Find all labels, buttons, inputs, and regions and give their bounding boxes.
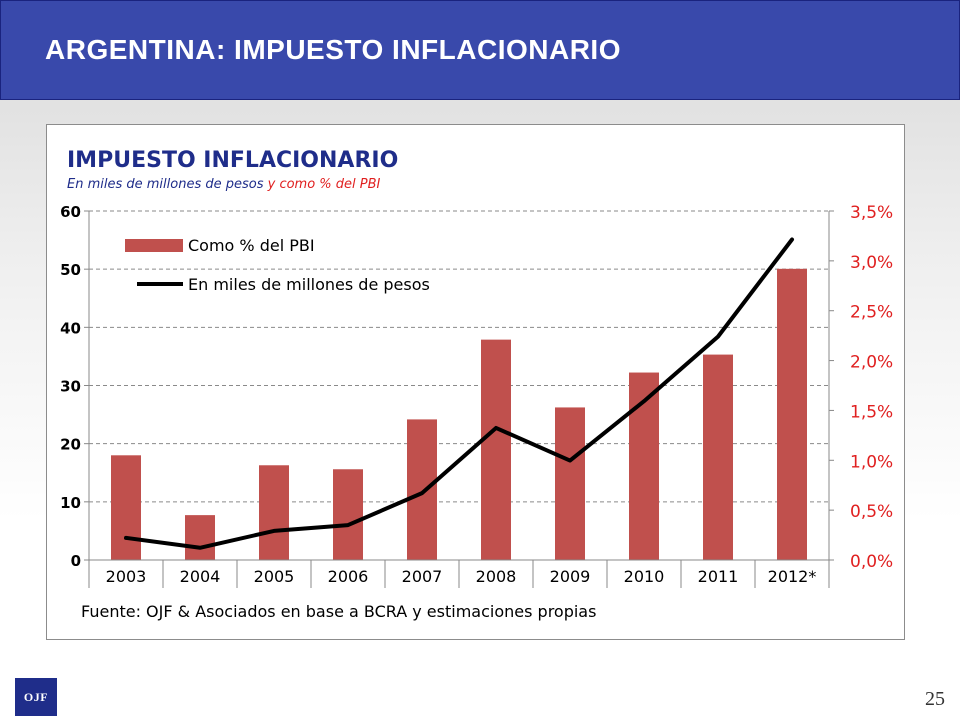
x-tick-label: 2008	[476, 567, 517, 586]
line-point	[643, 400, 645, 402]
page-number: 25	[925, 688, 945, 710]
chart-subtitle: En miles de millones de pesos y como % d…	[67, 177, 381, 192]
bar	[407, 419, 437, 560]
left-tick-label: 10	[60, 494, 81, 512]
legend: Como % del PBI En miles de millones de p…	[125, 236, 430, 294]
x-tick-label: 2006	[328, 567, 369, 586]
x-tick-label: 2010	[624, 567, 665, 586]
line-point	[791, 239, 793, 241]
right-tick-label: 3,5%	[850, 203, 893, 223]
line-point	[347, 524, 349, 526]
bar	[185, 515, 215, 560]
line-point	[495, 427, 497, 429]
right-tick-label: 0,0%	[850, 552, 893, 572]
series-line	[124, 237, 794, 550]
page-title: ARGENTINA: IMPUESTO INFLACIONARIO	[45, 34, 621, 65]
bar	[629, 372, 659, 560]
legend-bar-swatch	[125, 239, 183, 252]
left-tick-label: 60	[60, 203, 81, 221]
axes	[84, 210, 834, 588]
line-point	[717, 336, 719, 338]
right-tick-label: 1,5%	[850, 402, 893, 422]
chart-title: IMPUESTO INFLACIONARIO	[67, 148, 398, 173]
bar	[111, 455, 141, 560]
line-point	[273, 530, 275, 532]
x-tick-label: 2007	[402, 567, 443, 586]
left-tick-label: 0	[71, 552, 81, 570]
tick-labels: 0 10 20 30 40 50 60 0,0% 0,5% 1,0% 1,5% 2,0% 2,5% 3,0…	[60, 203, 893, 586]
ojf-logo: OJF	[15, 678, 57, 716]
bar	[777, 268, 807, 560]
right-tick-label: 3,0%	[850, 253, 893, 273]
line-point	[421, 492, 423, 494]
x-tick-label: 2009	[550, 567, 591, 586]
x-tick-label: 2003	[106, 567, 147, 586]
right-tick-label: 2,5%	[850, 303, 893, 323]
chart-source: Fuente: OJF & Asociados en base a BCRA y…	[81, 602, 596, 621]
right-tick-label: 2,0%	[850, 353, 893, 373]
line-point	[569, 460, 571, 462]
x-tick-label: 2005	[254, 567, 295, 586]
left-tick-label: 40	[60, 319, 81, 337]
line-point	[199, 547, 201, 549]
x-tick-label: 2004	[180, 567, 221, 586]
legend-line-label: En miles de millones de pesos	[188, 275, 430, 294]
line-series	[124, 237, 794, 550]
bar	[555, 407, 585, 560]
chart-subtitle-blue: En miles de millones de pesos	[67, 177, 264, 192]
bar	[259, 465, 289, 560]
left-tick-label: 30	[60, 378, 81, 396]
left-tick-label: 20	[60, 436, 81, 454]
header-banner: ARGENTINA: IMPUESTO INFLACIONARIO	[0, 0, 960, 100]
chart-panel: IMPUESTO INFLACIONARIO En miles de millo…	[46, 124, 905, 640]
x-tick-label: 2011	[698, 567, 739, 586]
chart-subtitle-red: y como % del PBI	[264, 177, 381, 192]
right-tick-label: 1,0%	[850, 452, 893, 472]
left-tick-label: 50	[60, 261, 81, 279]
chart-svg: IMPUESTO INFLACIONARIO En miles de millo…	[60, 148, 893, 621]
bar-series	[111, 268, 807, 560]
right-tick-label: 0,5%	[850, 502, 893, 522]
line-point	[125, 537, 127, 539]
legend-bar-label: Como % del PBI	[188, 236, 315, 255]
bar	[333, 469, 363, 560]
bar	[481, 339, 511, 560]
x-tick-label: 2012*	[768, 567, 817, 586]
bar	[703, 354, 733, 560]
